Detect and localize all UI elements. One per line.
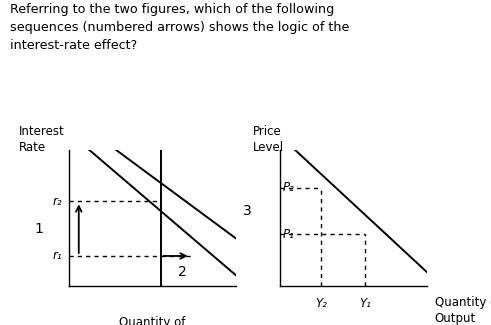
Text: Price
Level: Price Level xyxy=(253,125,284,154)
Text: r₁: r₁ xyxy=(53,250,62,263)
Text: 2: 2 xyxy=(178,265,187,280)
Text: 1: 1 xyxy=(34,222,43,236)
Text: Quantity of
Output: Quantity of Output xyxy=(435,296,491,325)
Text: P₁: P₁ xyxy=(283,227,295,240)
Text: P₂: P₂ xyxy=(283,181,295,194)
Text: Y₂: Y₂ xyxy=(315,297,327,310)
Text: 3: 3 xyxy=(243,204,252,218)
Text: Y₁: Y₁ xyxy=(359,297,371,310)
Text: r₂: r₂ xyxy=(53,195,62,208)
Text: Quantity of
Money: Quantity of Money xyxy=(119,316,186,325)
Text: Interest
Rate: Interest Rate xyxy=(19,125,64,154)
Text: Referring to the two figures, which of the following
sequences (numbered arrows): Referring to the two figures, which of t… xyxy=(10,3,349,52)
